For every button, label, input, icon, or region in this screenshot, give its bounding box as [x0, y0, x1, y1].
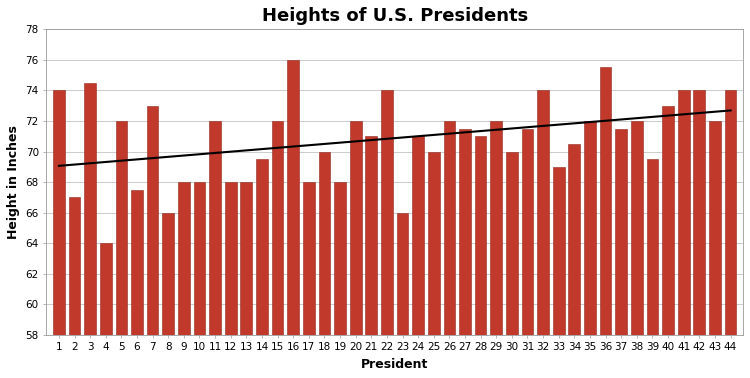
Bar [194, 182, 206, 335]
Bar [475, 136, 487, 335]
Bar [319, 152, 330, 335]
Bar [303, 182, 315, 335]
Bar [225, 182, 236, 335]
Bar [147, 106, 158, 335]
Bar [131, 190, 142, 335]
Bar [584, 121, 596, 335]
X-axis label: President: President [361, 358, 428, 371]
Bar [428, 152, 439, 335]
Bar [459, 129, 471, 335]
Bar [334, 182, 346, 335]
Title: Heights of U.S. Presidents: Heights of U.S. Presidents [262, 7, 528, 25]
Bar [116, 121, 128, 335]
Bar [678, 90, 689, 335]
Bar [443, 121, 455, 335]
Bar [350, 121, 361, 335]
Bar [209, 121, 221, 335]
Bar [381, 90, 393, 335]
Bar [397, 213, 409, 335]
Bar [537, 90, 549, 335]
Bar [615, 129, 627, 335]
Bar [365, 136, 377, 335]
Bar [694, 90, 705, 335]
Bar [662, 106, 674, 335]
Bar [100, 243, 112, 335]
Bar [646, 159, 658, 335]
Bar [631, 121, 643, 335]
Bar [287, 60, 299, 335]
Bar [178, 182, 190, 335]
Bar [600, 68, 611, 335]
Bar [413, 136, 424, 335]
Bar [522, 129, 533, 335]
Bar [724, 90, 736, 335]
Bar [272, 121, 284, 335]
Bar [709, 121, 721, 335]
Bar [506, 152, 518, 335]
Bar [553, 167, 565, 335]
Y-axis label: Height in Inches: Height in Inches [7, 125, 20, 239]
Bar [53, 90, 64, 335]
Bar [568, 144, 580, 335]
Bar [256, 159, 268, 335]
Bar [241, 182, 252, 335]
Bar [84, 83, 96, 335]
Bar [490, 121, 502, 335]
Bar [69, 197, 80, 335]
Bar [162, 213, 174, 335]
